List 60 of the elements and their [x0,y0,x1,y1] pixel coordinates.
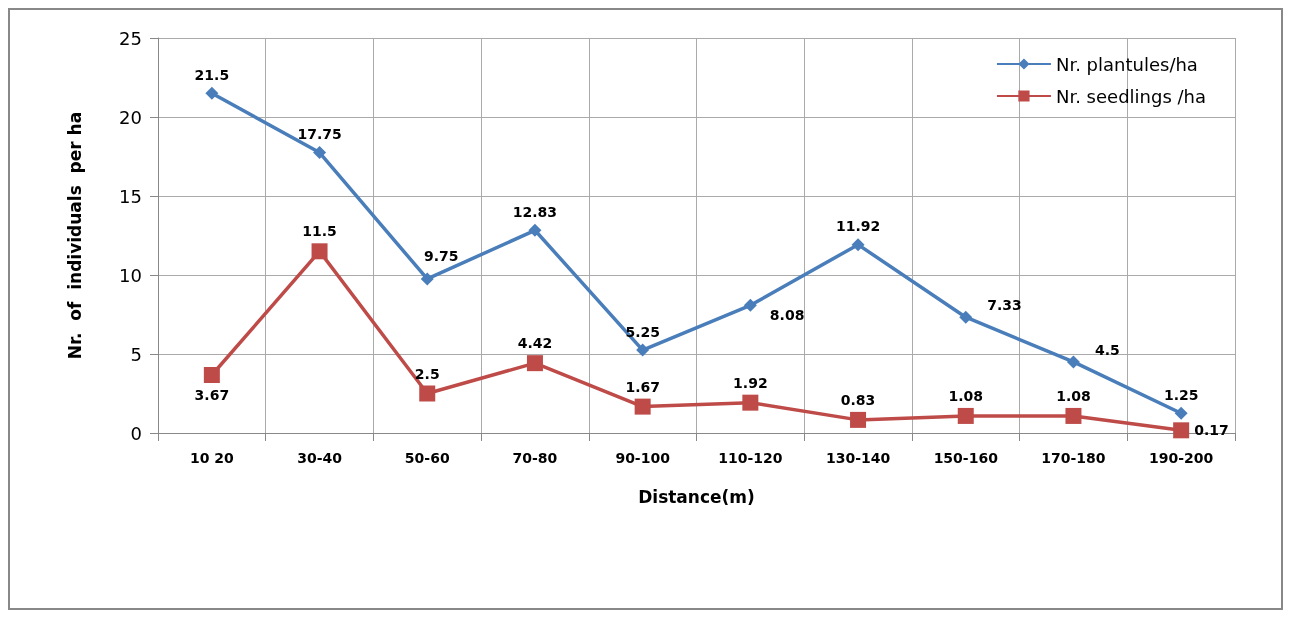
y-tick-label: 15 [119,185,142,207]
point [528,223,542,237]
x-tick-label: 150-160 [933,450,999,466]
point [419,385,436,402]
y-tick-label: 25 [119,27,142,49]
data-label: 12.83 [512,203,558,220]
data-label: 1.67 [625,378,660,395]
point [742,394,759,411]
point [526,355,543,372]
legend-label: Nr. plantules/ha [1055,53,1198,75]
data-label: 11.5 [302,223,337,240]
data-label: 9.75 [423,248,459,265]
data-label: 11.92 [835,218,881,235]
point [634,398,651,415]
data-label: 2.5 [414,365,440,382]
point [313,146,327,160]
point [420,272,434,286]
data-label: 17.75 [297,126,342,143]
data-label: 0.17 [1194,422,1229,439]
x-tick-label: 170-180 [1041,450,1106,466]
point [636,343,650,357]
y-tick-label: 20 [119,106,142,128]
data-label: 4.42 [517,335,553,352]
data-label: 4.5 [1094,341,1120,358]
x-tick-label: 130-140 [825,450,891,466]
x-tick-label: 70-80 [512,450,558,466]
data-label: 3.67 [194,387,230,404]
point [203,367,220,384]
data-label: 1.92 [733,374,768,391]
point [205,86,219,100]
data-label: 1.08 [948,387,984,404]
x-tick-label: 30-40 [297,450,343,466]
y-tick-label: 0 [130,422,142,444]
point [1173,422,1190,439]
x-axis-title: Distance(m) [638,486,755,507]
x-tick-label: 50-60 [404,450,450,466]
data-label: 1.25 [1163,386,1199,403]
data-label: 7.33 [987,297,1022,314]
x-tick-label: 10 20 [189,450,235,466]
data-label: 5.25 [625,323,660,340]
y-tick-label: 10 [119,264,142,286]
point [1065,407,1082,424]
point [851,238,865,252]
legend-label: Nr. seedlings /ha [1055,85,1206,107]
point [957,407,974,424]
data-label: 8.08 [769,307,805,324]
data-label: 21.5 [194,66,230,83]
data-label: 1.08 [1056,387,1091,404]
point [850,411,867,428]
data-label: 0.83 [840,391,876,408]
x-tick-label: 190-200 [1149,450,1214,466]
x-tick-label: 90-100 [615,450,671,466]
y-tick-label: 5 [130,343,142,365]
point [959,310,973,324]
point [743,298,757,312]
point [311,243,328,260]
x-tick-label: 110-120 [718,450,783,466]
point [1174,406,1188,420]
y-axis-title: Nr. of individuals per ha [64,111,85,360]
point [1066,355,1080,369]
